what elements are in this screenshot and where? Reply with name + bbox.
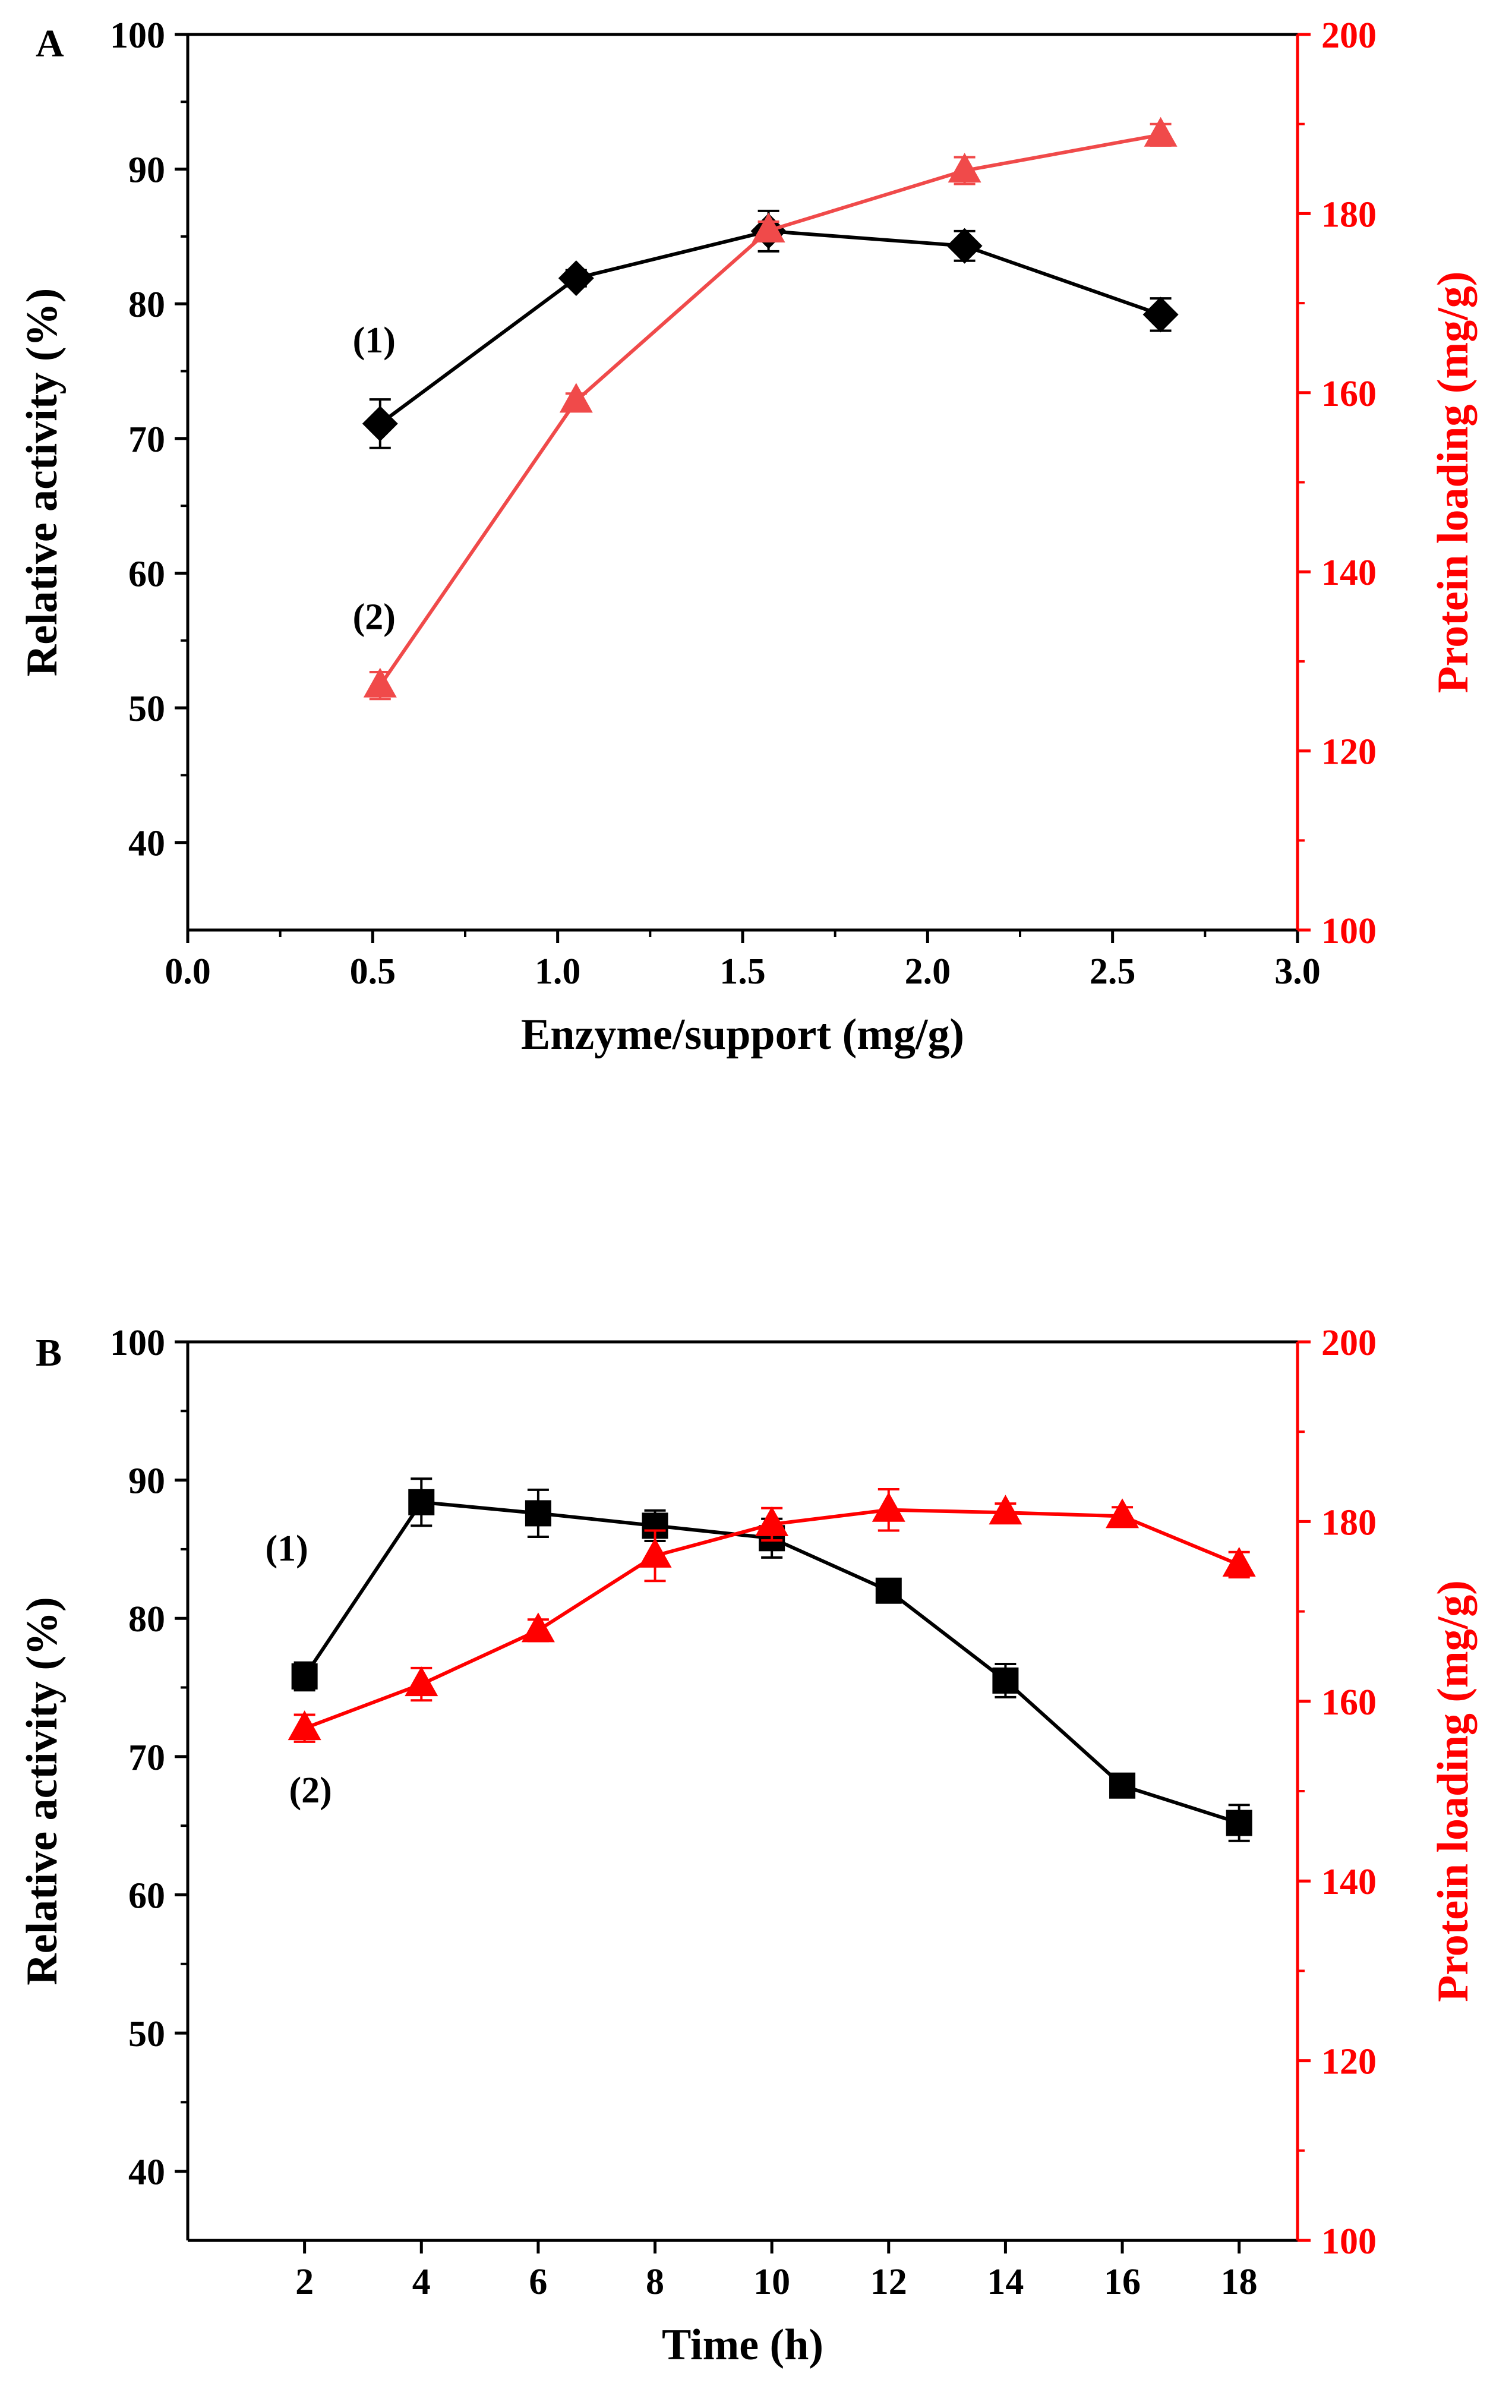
x-tick-label: 14 — [987, 2262, 1024, 2302]
data-point-triangle — [559, 383, 593, 413]
data-point-triangle — [1106, 1498, 1139, 1528]
data-point-square — [875, 1577, 902, 1604]
data-point-square — [525, 1500, 551, 1527]
y-tick-label: 80 — [128, 1599, 165, 1640]
x-tick-label: 12 — [870, 2262, 907, 2302]
y2-tick-label: 120 — [1321, 2042, 1377, 2082]
data-point-triangle — [288, 1710, 321, 1741]
y-tick-label: 60 — [128, 1876, 165, 1916]
y2-axis-label: Protein loading (mg/g) — [1429, 1580, 1478, 2002]
y-tick-label: 80 — [128, 285, 165, 325]
data-point-triangle — [521, 1612, 555, 1643]
y2-tick-label: 160 — [1321, 374, 1377, 414]
x-tick-label: 8 — [646, 2262, 664, 2302]
data-point-triangle — [1144, 116, 1178, 147]
x-tick-label: 4 — [412, 2262, 431, 2302]
x-tick-label: 3.0 — [1274, 951, 1321, 992]
x-tick-label: 2 — [295, 2262, 314, 2302]
data-point-diamond — [946, 228, 983, 264]
x-tick-label: 6 — [529, 2262, 547, 2302]
y2-tick-label: 120 — [1321, 732, 1377, 773]
x-tick-label: 1.5 — [719, 951, 766, 992]
data-point-diamond — [558, 260, 594, 297]
y2-tick-label: 140 — [1321, 1862, 1377, 1902]
data-point-square — [992, 1667, 1019, 1694]
x-tick-label: 18 — [1221, 2262, 1258, 2302]
y-tick-label: 100 — [110, 1323, 165, 1363]
y2-tick-label: 100 — [1321, 911, 1377, 951]
series-line-relative-activity — [378, 229, 1161, 426]
data-point-diamond — [1142, 297, 1179, 333]
x-tick-label: 1.0 — [535, 951, 581, 992]
data-point-square — [291, 1663, 318, 1690]
x-tick-label: 2.5 — [1090, 951, 1136, 992]
data-point-triangle — [948, 153, 981, 183]
x-tick-label: 2.0 — [905, 951, 951, 992]
series-annotation-1: (1) — [353, 320, 396, 361]
data-point-square — [408, 1489, 435, 1515]
y-tick-label: 40 — [128, 824, 165, 864]
data-point-square — [1109, 1772, 1136, 1799]
series-annotation-2: (2) — [353, 597, 396, 638]
y-tick-label: 70 — [128, 420, 165, 460]
y2-tick-label: 180 — [1321, 194, 1377, 235]
series-annotation-2: (2) — [289, 1770, 332, 1811]
data-point-triangle — [872, 1492, 905, 1522]
panel-label: B — [36, 1331, 62, 1375]
data-point-triangle — [989, 1495, 1022, 1525]
data-point-triangle — [755, 1506, 789, 1536]
data-point-triangle — [405, 1666, 438, 1697]
x-tick-label: 10 — [753, 2262, 790, 2302]
y-tick-label: 90 — [128, 1461, 165, 1502]
data-point-triangle — [638, 1537, 672, 1568]
y-axis-label: Relative activity (%) — [18, 1597, 67, 1985]
chart-panel-b: 2 4 6 8 10 12 14 16 18 40 50 60 70 80 90 100 100 120 140 16… — [18, 1323, 1478, 2369]
y-axis-label: Relative activity (%) — [18, 288, 67, 676]
panel-label: A — [36, 22, 64, 65]
y-tick-label: 70 — [128, 1738, 165, 1778]
x-tick-label: 0.0 — [165, 951, 211, 992]
data-point-diamond — [362, 405, 398, 442]
y2-tick-label: 200 — [1321, 15, 1377, 56]
y-tick-label: 50 — [128, 689, 165, 729]
y2-axis-label: Protein loading (mg/g) — [1429, 272, 1478, 694]
y-tick-label: 90 — [128, 150, 165, 191]
y-tick-label: 60 — [128, 554, 165, 594]
data-point-triangle — [752, 213, 785, 243]
x-tick-label: 16 — [1104, 2262, 1141, 2302]
data-point-square — [1226, 1810, 1252, 1836]
y-tick-label: 100 — [110, 15, 165, 56]
y2-tick-label: 140 — [1321, 553, 1377, 593]
series-annotation-1: (1) — [265, 1528, 308, 1569]
x-axis-label: Enzyme/support (mg/g) — [521, 1010, 964, 1059]
y2-tick-label: 200 — [1321, 1323, 1377, 1363]
y2-tick-label: 160 — [1321, 1682, 1377, 1723]
chart-panel-a: 0.0 0.5 1.0 1.5 2.0 2.5 3.0 40 50 60 70 80 90 100 100 1… — [18, 15, 1478, 1059]
y-tick-label: 50 — [128, 2014, 165, 2054]
y-tick-label: 40 — [128, 2152, 165, 2193]
y2-tick-label: 180 — [1321, 1502, 1377, 1543]
data-point-triangle — [363, 667, 397, 698]
data-point-triangle — [1222, 1546, 1256, 1577]
x-tick-label: 0.5 — [350, 951, 396, 992]
x-axis-label: Time (h) — [662, 2321, 823, 2369]
y2-tick-label: 100 — [1321, 2221, 1377, 2262]
